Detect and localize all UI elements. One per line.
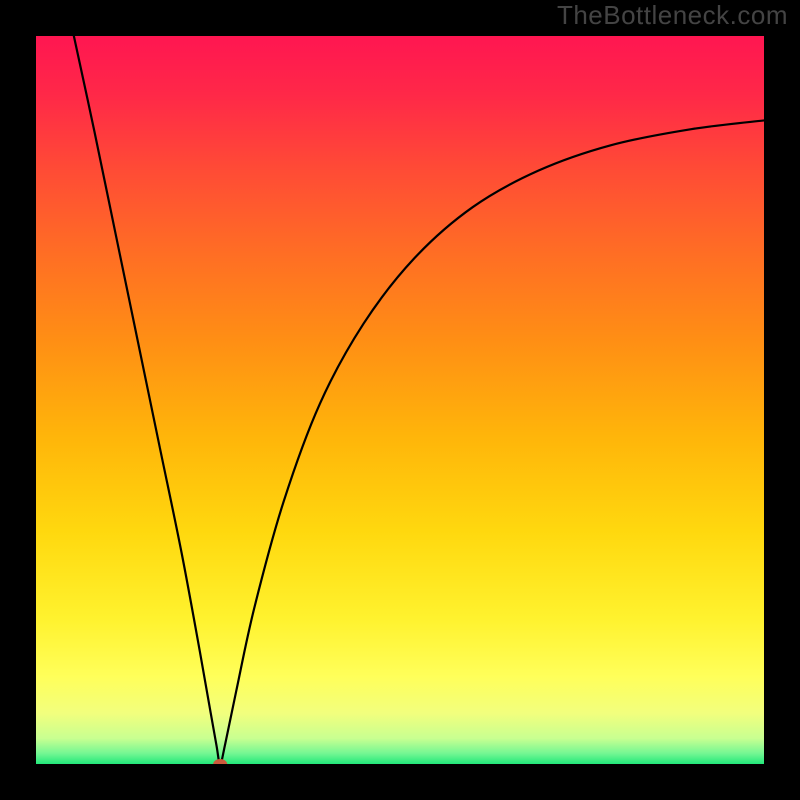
- watermark-label: TheBottleneck.com: [557, 0, 788, 31]
- chart-stage: TheBottleneck.com: [0, 0, 800, 800]
- plot-background-gradient: [36, 36, 764, 764]
- bottleneck-chart: [0, 0, 800, 800]
